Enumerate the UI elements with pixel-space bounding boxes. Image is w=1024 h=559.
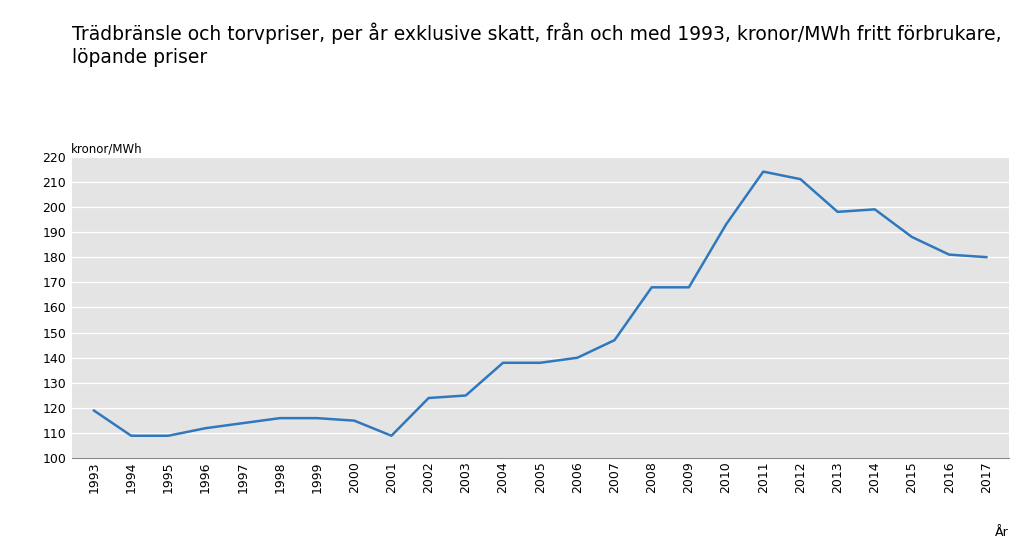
- Text: kronor/MWh: kronor/MWh: [71, 142, 142, 155]
- Text: År: År: [995, 527, 1009, 539]
- Text: Trädbränsle och torvpriser, per år exklusive skatt, från och med 1993, kronor/MW: Trädbränsle och torvpriser, per år exklu…: [72, 22, 1001, 68]
